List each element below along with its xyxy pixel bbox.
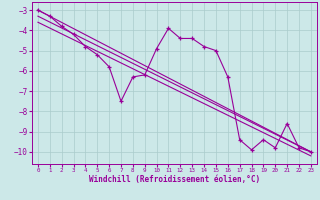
X-axis label: Windchill (Refroidissement éolien,°C): Windchill (Refroidissement éolien,°C) <box>89 175 260 184</box>
